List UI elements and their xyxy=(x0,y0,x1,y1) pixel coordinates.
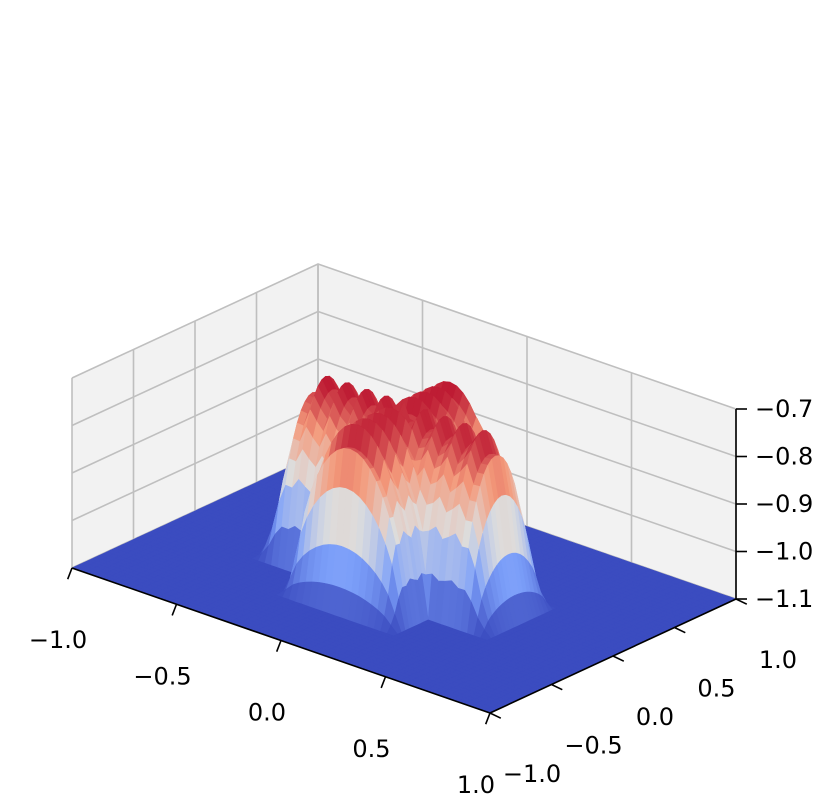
y-tick-tick xyxy=(551,683,563,691)
y-tick-label: 1.0 xyxy=(759,646,797,674)
x-tick-label: 1.0 xyxy=(457,771,495,797)
y-tick-label: 0.0 xyxy=(636,703,674,731)
z-tick-label: −0.7 xyxy=(755,395,813,423)
grid-line-z xyxy=(71,358,737,505)
x-tick-label: −0.5 xyxy=(133,662,191,690)
z-tick-label: −1.1 xyxy=(755,585,813,613)
tick-labels: −1.0−0.50.00.51.0 −1.0−0.50.00.51.0−1.1−1… xyxy=(29,395,813,797)
x-tick-tick xyxy=(484,712,491,725)
y-tick-label: −1.0 xyxy=(503,760,561,788)
x-tick-tick xyxy=(171,603,178,616)
x-tick-label: 0.0 xyxy=(248,699,286,727)
x-tick-label: −1.0 xyxy=(29,626,87,654)
z-tick-label: −0.8 xyxy=(755,443,813,471)
z-tick-label: −1.0 xyxy=(755,538,813,566)
grid-line-z xyxy=(71,263,737,410)
grid-line-z xyxy=(71,310,737,458)
y-tick-tick xyxy=(735,598,748,605)
z-tick-label: −0.9 xyxy=(755,490,813,518)
y-tick-tick xyxy=(674,626,686,634)
surface-plot xyxy=(71,375,737,714)
x-tick-tick xyxy=(380,676,387,689)
tick-marks xyxy=(66,408,748,725)
x-tick-tick xyxy=(66,567,73,580)
y-tick-tick xyxy=(489,712,502,719)
x-tick-label: 0.5 xyxy=(352,735,390,763)
y-tick-label: −0.5 xyxy=(564,732,622,760)
y-tick-label: 0.5 xyxy=(697,675,735,703)
x-tick-tick xyxy=(275,640,282,652)
y-tick-tick xyxy=(612,655,625,662)
